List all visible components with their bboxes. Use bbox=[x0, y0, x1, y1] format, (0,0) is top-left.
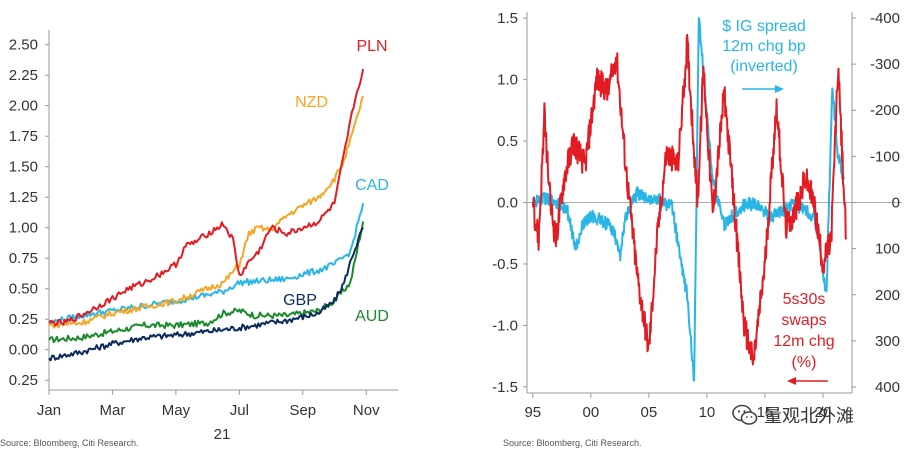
left-y-tick-label: 0.5 bbox=[497, 133, 518, 150]
fx-chart-panel: 0.25 0.00 0.25 0.50 0.75 1.00 1.25 1.50 1.75 2.00… bbox=[9, 30, 398, 443]
y-tick-label: 1.00 bbox=[9, 220, 38, 237]
x-tick-label: Mar bbox=[100, 402, 126, 419]
y-tick-label: 0.25 bbox=[9, 372, 38, 389]
right-y-tick-label: 300 bbox=[875, 333, 900, 350]
right-y-tick-label: 200 bbox=[875, 287, 900, 304]
series-line-swaps bbox=[531, 33, 848, 366]
right-y-tick-label: 100 bbox=[875, 241, 900, 258]
swaps-annotation-line: 5s30s bbox=[783, 291, 826, 308]
y-tick-label: 1.50 bbox=[9, 159, 38, 176]
x-tick-label: 05 bbox=[641, 404, 658, 421]
ig-arrow-head bbox=[775, 85, 784, 93]
y-tick-label: 0.00 bbox=[9, 342, 38, 359]
x-tick-label: 00 bbox=[582, 404, 599, 421]
right-y-tick-label: -200 bbox=[870, 102, 900, 119]
y-tick-label: 2.00 bbox=[9, 98, 38, 115]
series-line-ig-spread bbox=[531, 17, 845, 382]
right-y-tick-label: 0 bbox=[892, 195, 900, 212]
left-y-tick-label: -1.5 bbox=[492, 379, 518, 396]
right-y-tick-label: -300 bbox=[870, 56, 900, 73]
series-label-nzd: NZD bbox=[295, 94, 328, 111]
series-label-pln: PLN bbox=[356, 38, 387, 55]
right-y-tick-label: -400 bbox=[870, 10, 900, 27]
y-tick-label: 0.50 bbox=[9, 281, 38, 298]
ig-annotation-line: 12m chg bp bbox=[722, 38, 806, 55]
x-tick-label: 10 bbox=[699, 404, 716, 421]
x-tick-label: 20 bbox=[815, 404, 832, 421]
series-label-cad: CAD bbox=[355, 177, 389, 194]
left-y-tick-label: 1.5 bbox=[497, 10, 518, 27]
series-line-pln bbox=[48, 68, 365, 327]
right-y-tick-label: 400 bbox=[875, 379, 900, 396]
series-label-aud: AUD bbox=[355, 308, 389, 325]
left-y-tick-label: 1.0 bbox=[497, 72, 518, 89]
x-tick-label: Jul bbox=[230, 402, 249, 419]
x-tick-label: 95 bbox=[524, 404, 541, 421]
left-y-tick-label: -0.5 bbox=[492, 256, 518, 273]
y-tick-label: 2.25 bbox=[9, 67, 38, 84]
y-tick-label: 0.75 bbox=[9, 250, 38, 267]
left-y-tick-label: -1.0 bbox=[492, 317, 518, 334]
source-note-right: Source: Bloomberg, Citi Research. bbox=[503, 438, 642, 448]
watermark-text: 量观北外滩 bbox=[764, 406, 854, 427]
x-tick-label: Jan bbox=[37, 402, 61, 419]
series-line-aud bbox=[48, 221, 365, 344]
left-y-tick-label: 0.0 bbox=[497, 195, 518, 212]
series-line-nzd bbox=[48, 95, 365, 329]
x-tick-label: Nov bbox=[353, 402, 380, 419]
swaps-arrow-head bbox=[787, 377, 796, 385]
y-tick-label: 1.75 bbox=[9, 128, 38, 145]
y-tick-label: 1.25 bbox=[9, 189, 38, 206]
right-y-tick-label: -100 bbox=[870, 148, 900, 165]
series-label-gbp: GBP bbox=[283, 292, 317, 309]
x-tick-label: 15 bbox=[757, 404, 774, 421]
swaps-annotation-line: 12m chg bbox=[773, 333, 834, 350]
swaps-annotation-line: swaps bbox=[781, 312, 826, 329]
series-line-gbp bbox=[48, 227, 364, 362]
x-tick-label: Sep bbox=[289, 402, 316, 419]
spread-swaps-chart-panel: -1.5-1.0-0.50.00.51.01.54003002001000-10… bbox=[492, 10, 902, 421]
ig-annotation-line: (inverted) bbox=[730, 58, 798, 75]
y-tick-label: 2.50 bbox=[9, 37, 38, 54]
series-line-cad bbox=[48, 203, 365, 325]
source-note-left: Source: Bloomberg, Citi Research. bbox=[0, 438, 139, 448]
x-tick-label: May bbox=[162, 402, 191, 419]
watermark: 量观北外滩 bbox=[732, 402, 854, 428]
wechat-icon bbox=[732, 404, 758, 425]
ig-annotation-line: $ IG spread bbox=[722, 18, 806, 35]
x-year-label: 21 bbox=[214, 426, 231, 443]
y-tick-label: 0.25 bbox=[9, 311, 38, 328]
swaps-annotation-line: (%) bbox=[792, 354, 817, 371]
